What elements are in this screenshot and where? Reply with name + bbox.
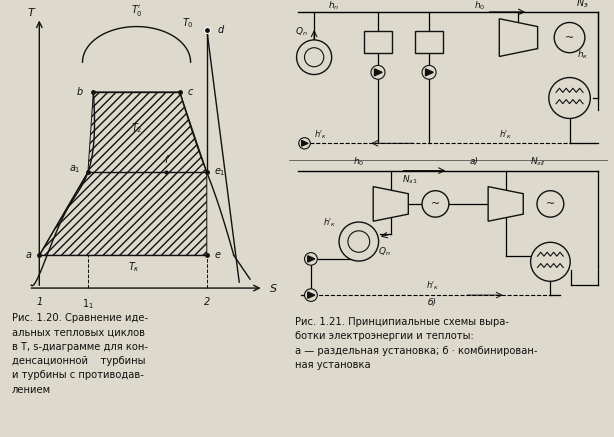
Text: 1: 1 (36, 297, 42, 307)
Text: d: d (217, 24, 224, 35)
Text: b: b (77, 87, 83, 97)
Text: $T_0$: $T_0$ (182, 17, 194, 31)
Text: $h'_\kappa$: $h'_\kappa$ (499, 128, 512, 141)
Circle shape (422, 191, 449, 217)
Text: $h'_\kappa$: $h'_\kappa$ (426, 280, 439, 292)
Circle shape (297, 40, 332, 75)
Circle shape (549, 77, 590, 118)
Circle shape (554, 22, 585, 53)
Text: f: f (165, 155, 168, 165)
Text: $h'_\kappa$: $h'_\kappa$ (324, 217, 336, 229)
Polygon shape (499, 19, 538, 56)
Text: $T_2$: $T_2$ (131, 121, 142, 135)
Circle shape (305, 289, 317, 302)
Circle shape (299, 138, 310, 149)
Polygon shape (39, 92, 207, 255)
Text: $h_\kappa$: $h_\kappa$ (577, 48, 588, 61)
Circle shape (537, 191, 564, 217)
Polygon shape (426, 69, 433, 76)
Text: 2: 2 (204, 297, 210, 307)
Text: c: c (188, 87, 193, 97)
Bar (414, 31, 443, 53)
Circle shape (371, 66, 385, 79)
Text: e: e (215, 250, 220, 260)
Polygon shape (308, 292, 315, 298)
Text: $T$: $T$ (27, 6, 37, 18)
Text: $T_\kappa$: $T_\kappa$ (128, 260, 140, 274)
Text: a: a (26, 250, 31, 260)
Circle shape (530, 242, 570, 281)
Text: $N_э$: $N_э$ (576, 0, 589, 10)
Text: Рис. 1.21. Принципиальные схемы выра-
ботки электроэнергии и теплоты:
a — раздел: Рис. 1.21. Принципиальные схемы выра- бо… (295, 317, 537, 370)
Polygon shape (373, 187, 408, 221)
Text: $Q_n$: $Q_n$ (295, 26, 308, 38)
Text: $N_{зII}$: $N_{зII}$ (530, 155, 545, 168)
Circle shape (422, 66, 436, 79)
Polygon shape (488, 187, 523, 221)
Text: $Q_n$: $Q_n$ (378, 246, 391, 258)
Text: $1_1$: $1_1$ (82, 297, 94, 311)
Text: $h_0$: $h_0$ (353, 155, 365, 168)
Text: $h'_\kappa$: $h'_\kappa$ (314, 128, 327, 141)
Text: $h_n$: $h_n$ (328, 0, 339, 12)
Circle shape (348, 231, 370, 252)
Bar (363, 31, 392, 53)
Polygon shape (375, 69, 382, 76)
Text: a): a) (469, 157, 478, 166)
Text: ~: ~ (431, 199, 440, 209)
Text: ~: ~ (546, 199, 555, 209)
Text: $e_1$: $e_1$ (214, 166, 226, 178)
Text: $S$: $S$ (269, 282, 278, 294)
Text: $N_{з1}$: $N_{з1}$ (402, 173, 418, 186)
Text: ~: ~ (565, 33, 574, 42)
Circle shape (339, 222, 379, 261)
Text: $a_1$: $a_1$ (69, 163, 80, 175)
Text: $T_0'$: $T_0'$ (131, 3, 142, 17)
Polygon shape (301, 140, 308, 146)
Text: $h_0$: $h_0$ (475, 0, 486, 12)
Circle shape (305, 48, 324, 67)
Polygon shape (308, 256, 315, 262)
Text: б): б) (428, 298, 437, 306)
Text: Рис. 1.20. Сравнение иде-
альных тепловых циклов
в T, s-диаграмме для кон-
денса: Рис. 1.20. Сравнение иде- альных тепловы… (12, 313, 148, 395)
Circle shape (305, 253, 317, 265)
